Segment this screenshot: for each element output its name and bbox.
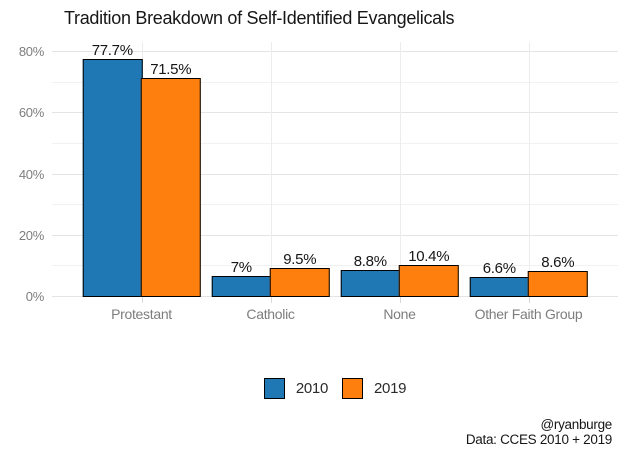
gridline-major xyxy=(52,51,618,52)
x-axis-tick xyxy=(141,297,143,303)
bar-2019-other-faith-group: 8.6% xyxy=(527,254,588,297)
legend-label: 2019 xyxy=(374,379,407,397)
gridline-major xyxy=(52,173,618,175)
x-axis-labels: Protestant Catholic None Other Faith Group xyxy=(77,306,593,322)
bar-2010-none: 8.8% xyxy=(340,253,401,297)
attribution: @ryanburge Data: CCES 2010 + 2019 xyxy=(466,417,612,447)
attribution-handle: @ryanburge xyxy=(540,417,613,432)
attribution-source: Data: CCES 2010 + 2019 xyxy=(465,432,612,448)
x-category-label: Catholic xyxy=(246,306,295,322)
category-column: 8.8% 10.4% xyxy=(335,42,464,303)
legend-swatch-2010 xyxy=(263,377,285,399)
gridline-minor xyxy=(52,204,618,206)
bar-2019-catholic: 9.5% xyxy=(269,251,330,297)
gridline-major xyxy=(52,296,618,297)
x-category-label: Protestant xyxy=(111,306,172,322)
bar-2010-protestant: 77.7% xyxy=(82,42,143,297)
legend-item: 2010 xyxy=(263,377,328,399)
legend-item: 2019 xyxy=(342,377,407,399)
gridline-vertical xyxy=(270,42,272,297)
category-column: 7% 9.5% xyxy=(206,42,335,303)
gridline-major xyxy=(52,234,618,236)
bar-group: 8.8% 10.4% xyxy=(340,248,459,297)
gridline-vertical xyxy=(528,42,530,297)
category-column: 6.6% 8.6% xyxy=(464,42,593,303)
value-label: 71.5% xyxy=(150,61,192,79)
y-tick-label: 20% xyxy=(18,227,44,243)
value-label: 8.6% xyxy=(541,253,575,271)
bar-2019-protestant: 71.5% xyxy=(140,61,201,297)
y-tick-label: 60% xyxy=(18,105,44,121)
x-category-label: Other Faith Group xyxy=(474,306,583,322)
bar-group: 7% 9.5% xyxy=(211,251,330,297)
value-label: 9.5% xyxy=(283,250,317,268)
gridline-major xyxy=(52,112,618,114)
gridline-minor xyxy=(52,142,618,144)
legend-swatch-2019 xyxy=(342,377,363,399)
value-label: 6.6% xyxy=(482,259,516,277)
value-label: 10.4% xyxy=(408,248,450,266)
legend-label: 2010 xyxy=(295,379,328,397)
bar-2010-catholic: 7% xyxy=(211,259,272,297)
y-tick-label: 0% xyxy=(25,289,45,304)
gridline-minor xyxy=(52,81,618,83)
y-tick-label: 80% xyxy=(18,44,44,59)
gridline-minor xyxy=(52,265,618,267)
bar-2019-none: 10.4% xyxy=(398,248,459,297)
value-label: 77.7% xyxy=(91,42,133,60)
value-label: 7% xyxy=(230,258,252,276)
bars-row: 77.7% 71.5% 7% 9.5% 8.8% 10.4% 6.6% 8.6% xyxy=(77,42,593,303)
y-tick-label: 40% xyxy=(18,166,44,182)
bar-group: 6.6% 8.6% xyxy=(469,254,588,297)
legend: 2010 2019 xyxy=(52,374,618,402)
x-axis-tick xyxy=(270,297,272,303)
gridline-vertical xyxy=(399,42,401,297)
plot-panel: 77.7% 71.5% 7% 9.5% 8.8% 10.4% 6.6% 8.6% xyxy=(52,42,618,303)
x-category-label: None xyxy=(383,306,416,322)
x-axis-tick xyxy=(528,297,530,303)
bar-2010-other-faith-group: 6.6% xyxy=(469,260,530,297)
chart-title: Tradition Breakdown of Self-Identified E… xyxy=(64,8,455,28)
value-label: 8.8% xyxy=(353,253,387,271)
x-axis-tick xyxy=(399,297,401,303)
category-column: 77.7% 71.5% xyxy=(77,42,206,303)
bar-group: 77.7% 71.5% xyxy=(82,42,201,297)
